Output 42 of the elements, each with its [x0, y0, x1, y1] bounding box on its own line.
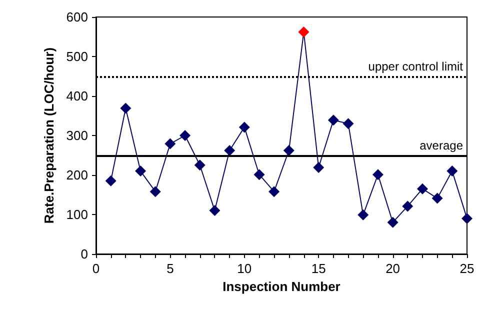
x-tick-label: 20 [386, 261, 400, 276]
point [446, 166, 458, 177]
point [268, 186, 280, 198]
x-tick-label: 5 [166, 261, 174, 276]
y-tick-label: 400 [66, 88, 88, 104]
point [313, 162, 324, 173]
x-tick-label: 10 [237, 261, 252, 276]
x-tick-label: 0 [92, 261, 100, 276]
y-tick-label: 200 [66, 168, 88, 182]
point [254, 169, 265, 180]
point [180, 130, 191, 141]
point [372, 169, 384, 180]
point [328, 114, 339, 126]
point [209, 205, 220, 216]
point [358, 209, 369, 220]
point [120, 102, 132, 114]
y-tick-label: 100 [66, 207, 88, 222]
point [238, 122, 250, 133]
point [164, 138, 176, 150]
x-axis-title: Inspection Number [222, 279, 340, 294]
y-tick-label: 500 [66, 49, 88, 64]
y-tick-label: 300 [66, 128, 88, 143]
point [105, 175, 116, 186]
y-axis-title: Rate.Preparation (LOC/hour) [41, 47, 56, 224]
ref-line-label: average [420, 138, 464, 152]
x-tick-label: 25 [460, 261, 474, 276]
point [194, 160, 206, 171]
point [150, 186, 161, 198]
point [224, 145, 236, 156]
point [462, 212, 472, 224]
point [432, 192, 443, 204]
x-tick-label: 15 [311, 261, 326, 276]
y-tick-label: 0 [80, 246, 88, 262]
point [135, 166, 146, 177]
point [342, 118, 354, 130]
point [402, 200, 414, 212]
y-tick-label: 600 [66, 10, 88, 24]
ref-line-label: upper control limit [368, 59, 464, 74]
point [283, 145, 294, 156]
point [416, 183, 428, 194]
point [298, 26, 310, 38]
point [387, 216, 398, 228]
